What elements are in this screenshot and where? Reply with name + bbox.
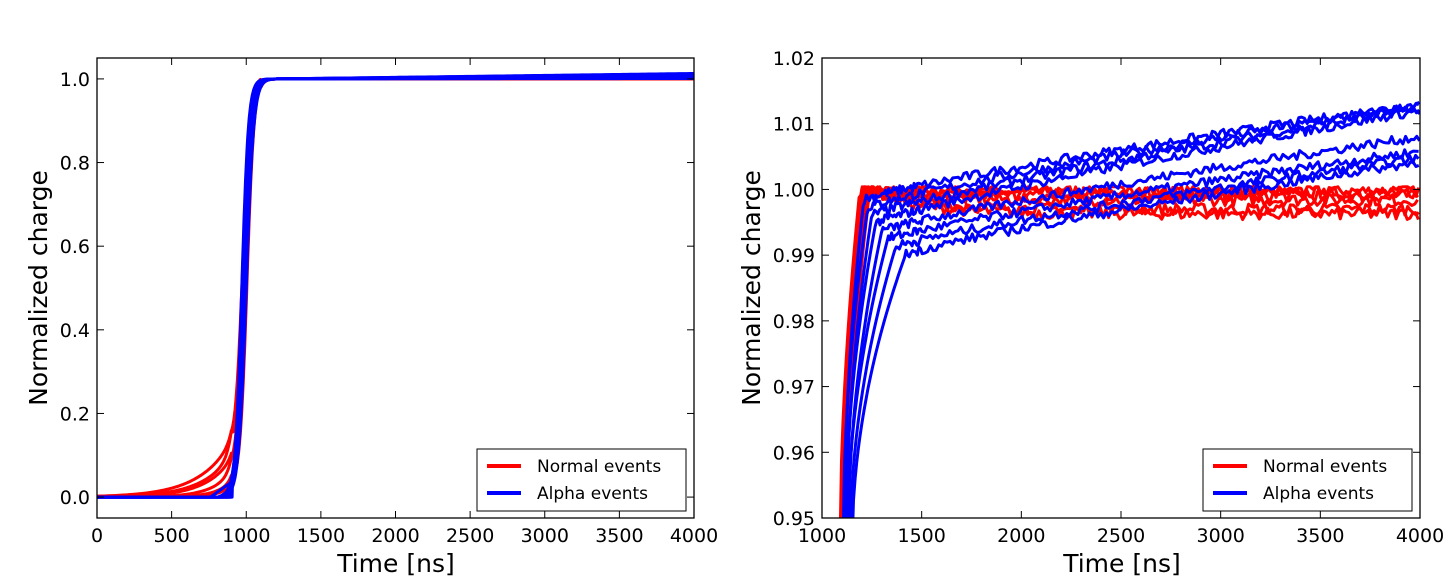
right-ytick-label: 1.00 — [773, 179, 815, 201]
left-plot-frame — [96, 57, 695, 519]
right-legend[interactable]: Normal events Alpha events — [1202, 448, 1413, 512]
left-ytick-label: 0.4 — [60, 320, 90, 342]
right-alpha-event-line — [844, 108, 1420, 518]
left-legend-normal-label: Normal events — [537, 457, 661, 477]
right-alpha-event-line — [846, 148, 1419, 518]
right-ytick-label: 1.01 — [773, 114, 815, 136]
right-y-axis-label: Normalized charge — [737, 170, 766, 406]
left-ticks: 0 500 1000 1500 2000 2500 3000 3500 4000 0.0 0.2 0.… — [60, 58, 718, 547]
left-normal-event-line — [96, 77, 694, 499]
right-ytick-label: 1.02 — [773, 48, 815, 70]
left-alpha-event-line — [97, 71, 695, 499]
right-ytick-label: 0.96 — [773, 442, 815, 464]
right-normal-event-line — [845, 185, 1420, 518]
right-legend-alpha-label: Alpha events — [1263, 484, 1374, 504]
left-normal-event-line — [96, 77, 694, 499]
left-ytick-label: 0.2 — [60, 403, 90, 425]
right-x-axis-label: Time [ns] — [1062, 549, 1181, 578]
left-alpha-event-line — [97, 74, 695, 499]
right-series-lines — [838, 101, 1420, 518]
right-xtick-label: 3500 — [1296, 525, 1344, 547]
right-plot-frame — [821, 57, 1421, 519]
left-ytick-label: 1.0 — [60, 69, 90, 91]
left-alpha-event-line — [97, 72, 695, 499]
left-alpha-event-line — [97, 75, 695, 499]
left-ytick-label: 0.8 — [60, 153, 90, 175]
right-legend-box — [1202, 448, 1413, 512]
right-chart: 1000 1500 2000 2500 3000 3500 4000 0.95 0.96 0.97… — [737, 48, 1444, 578]
right-xtick-label: 4000 — [1396, 525, 1444, 547]
left-xtick-label: 1500 — [297, 525, 345, 547]
right-alpha-event-line — [851, 160, 1420, 518]
right-ytick-label: 0.99 — [773, 245, 815, 267]
right-xtick-label: 3000 — [1196, 525, 1244, 547]
left-alpha-event-line — [97, 74, 695, 499]
right-ytick-label: 0.95 — [773, 508, 815, 530]
left-xtick-label: 3000 — [521, 525, 569, 547]
right-alpha-event-line — [847, 134, 1420, 518]
left-alpha-event-line — [97, 76, 694, 499]
left-xtick-label: 2500 — [446, 525, 494, 547]
left-xtick-label: 1000 — [222, 525, 270, 547]
right-xtick-label: 1000 — [798, 525, 846, 547]
right-xtick-label: 1500 — [897, 525, 945, 547]
right-xtick-label: 2000 — [997, 525, 1045, 547]
right-xtick-label: 2500 — [1097, 525, 1145, 547]
left-xtick-label: 2000 — [371, 525, 419, 547]
left-legend-alpha-label: Alpha events — [537, 484, 648, 504]
left-alpha-event-line — [97, 73, 695, 499]
left-legend-box — [476, 448, 687, 512]
right-ytick-label: 0.97 — [773, 377, 815, 399]
left-y-axis-label: Normalized charge — [24, 170, 53, 406]
left-ytick-label: 0.0 — [60, 487, 90, 509]
left-xtick-label: 4000 — [670, 525, 718, 547]
right-alpha-event-line — [842, 101, 1420, 518]
left-normal-event-line — [96, 77, 694, 499]
left-xtick-label: 3500 — [595, 525, 643, 547]
left-chart: 0 500 1000 1500 2000 2500 3000 3500 4000 0.0 0.2 0.… — [24, 57, 718, 578]
left-normal-event-line — [97, 77, 694, 499]
left-x-axis-label: Time [ns] — [336, 549, 455, 578]
left-ytick-label: 0.6 — [60, 236, 90, 258]
left-normal-event-line — [96, 77, 694, 498]
right-legend-normal-label: Normal events — [1263, 457, 1387, 477]
left-xtick-label: 500 — [153, 525, 189, 547]
right-ticks: 1000 1500 2000 2500 3000 3500 4000 0.95 0.96 0.97… — [773, 48, 1444, 547]
left-xtick-label: 0 — [91, 525, 103, 547]
right-ytick-label: 0.98 — [773, 311, 815, 333]
left-legend[interactable]: Normal events Alpha events — [476, 448, 687, 512]
left-series-lines — [96, 71, 695, 499]
left-alpha-event-line — [97, 76, 695, 499]
left-normal-event-line — [97, 77, 694, 499]
